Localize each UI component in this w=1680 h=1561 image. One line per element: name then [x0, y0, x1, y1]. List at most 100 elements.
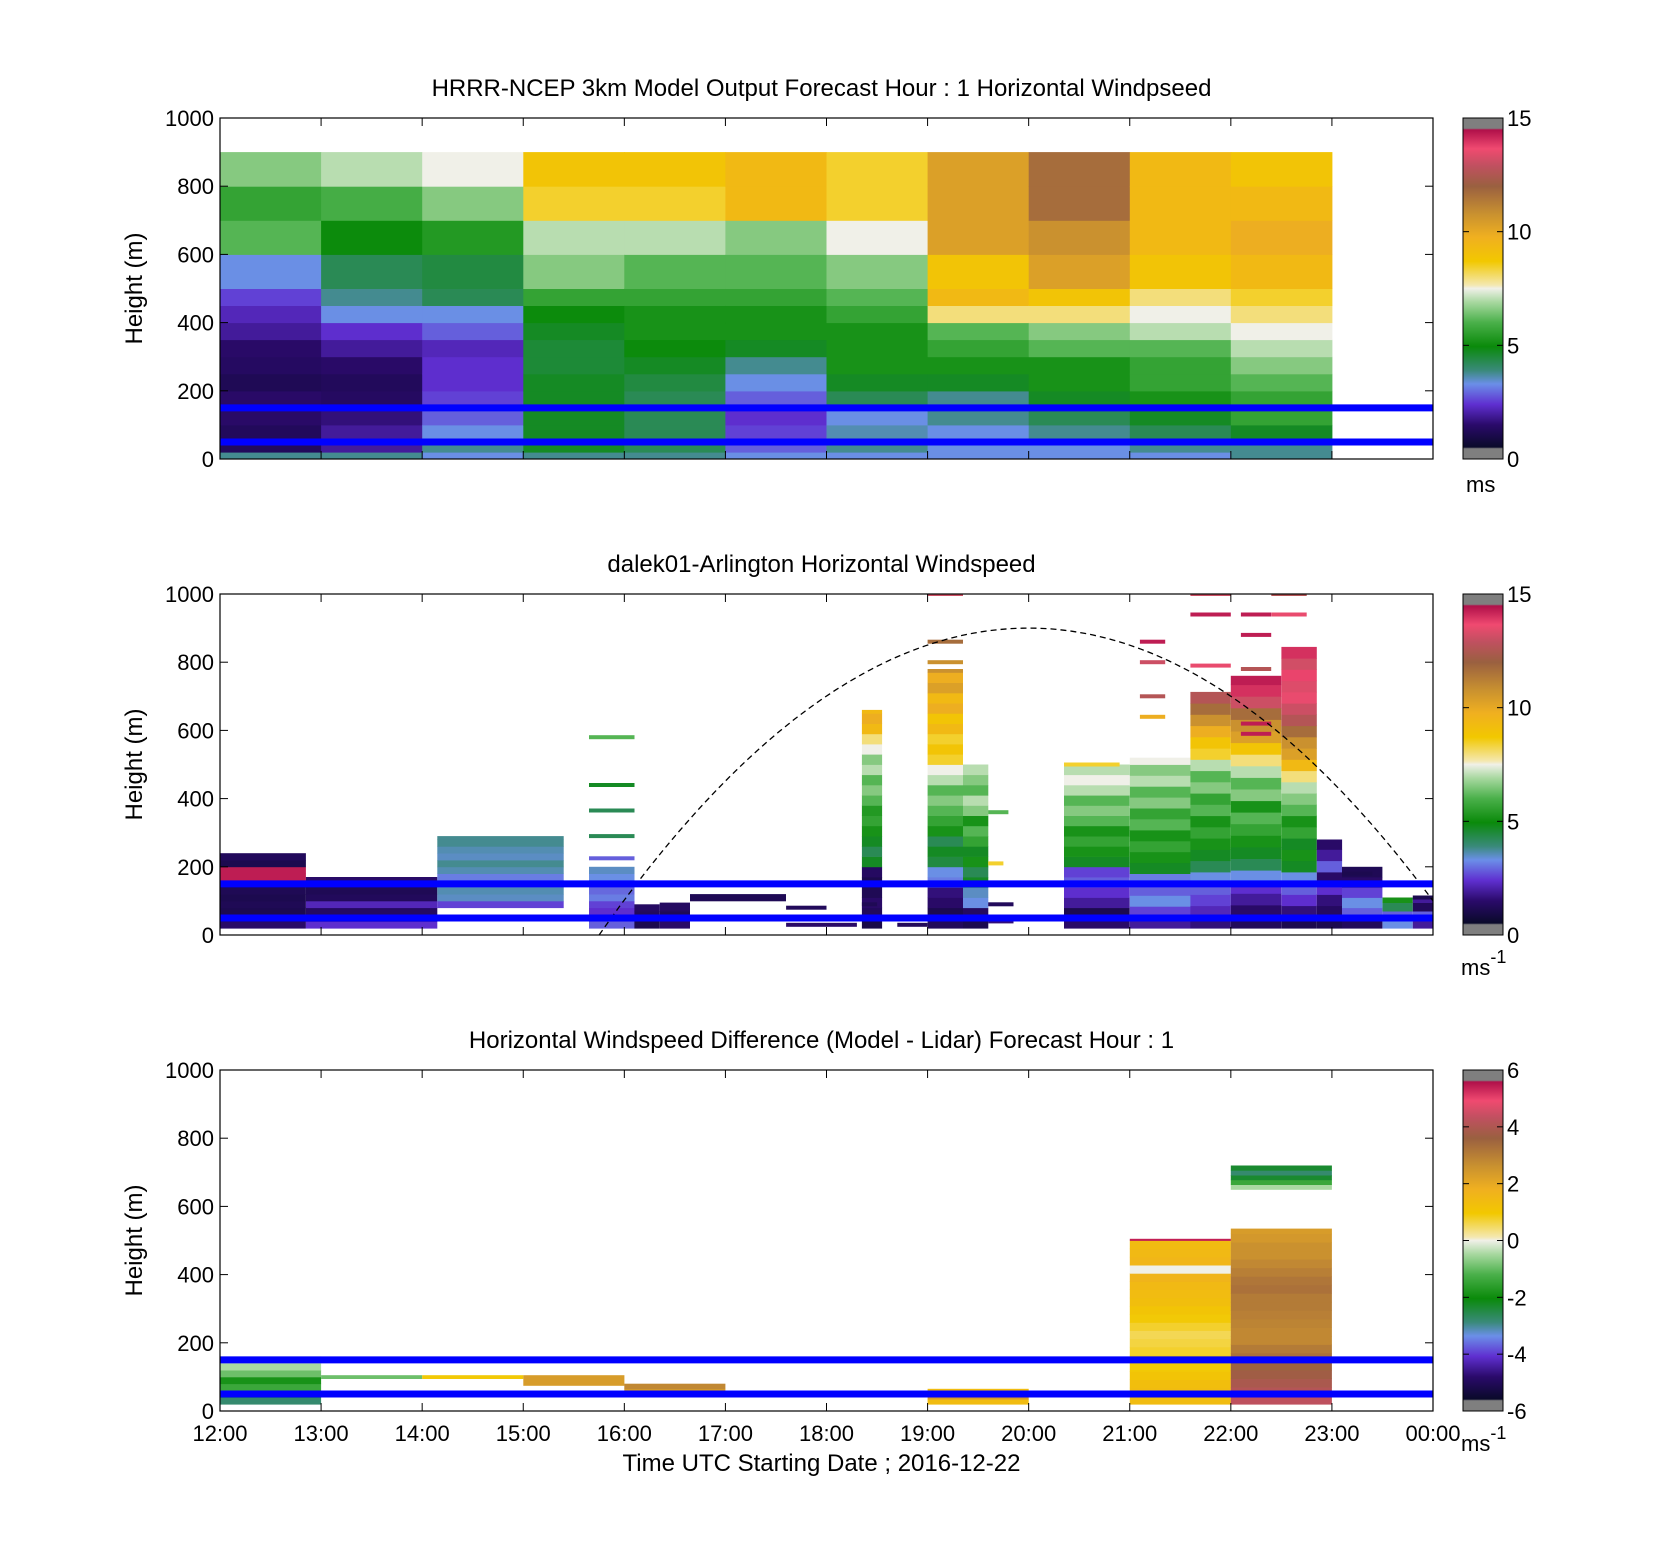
- cell: [1230, 1344, 1332, 1354]
- colorbar-scale: [1462, 1069, 1504, 1412]
- cell-line: [1139, 660, 1166, 665]
- cell: [826, 339, 929, 358]
- cell: [1281, 860, 1317, 873]
- cell: [305, 900, 438, 909]
- cell: [624, 220, 726, 255]
- colorbar-unit: ms-1: [1461, 1423, 1506, 1456]
- cell-line: [589, 783, 635, 787]
- cell: [725, 186, 827, 221]
- cell: [1028, 452, 1131, 459]
- cell: [963, 887, 989, 898]
- cell: [523, 322, 625, 341]
- cell: [1028, 186, 1131, 221]
- cell: [220, 152, 322, 187]
- colorbar-tick-label: 4: [1507, 1115, 1519, 1140]
- cell: [1129, 441, 1232, 453]
- cell: [927, 897, 963, 909]
- cell: [927, 669, 963, 673]
- cell: [1230, 424, 1333, 443]
- cell: [305, 907, 438, 915]
- y-tick-label: 800: [177, 1126, 214, 1151]
- cell: [1230, 870, 1282, 883]
- cell-line: [988, 861, 1004, 866]
- cell: [220, 441, 322, 453]
- y-axis-label: Height (m): [121, 232, 148, 344]
- panel-2: 1000 800 600 400 200 0 dalek01-Arlington Horiz…: [121, 551, 1531, 980]
- cell: [725, 441, 827, 453]
- cell: [220, 1383, 322, 1391]
- cell: [1342, 897, 1383, 909]
- cell: [422, 452, 524, 459]
- cell: [1230, 823, 1282, 836]
- cell: [1190, 770, 1231, 783]
- cell: [589, 887, 635, 895]
- cell: [1064, 866, 1130, 878]
- cell: [1382, 902, 1413, 912]
- cell: [927, 744, 963, 755]
- cell: [1064, 785, 1130, 796]
- cell: [1129, 775, 1191, 787]
- cell: [1281, 849, 1317, 862]
- cell: [1281, 894, 1317, 907]
- cell: [422, 186, 524, 221]
- cell: [1129, 917, 1191, 929]
- cell: [725, 424, 827, 443]
- cell-line: [927, 639, 963, 644]
- cell: [963, 785, 989, 796]
- cell: [826, 186, 929, 221]
- cell: [826, 305, 929, 324]
- cell: [422, 288, 524, 306]
- y-tick-label: 1000: [165, 1058, 214, 1083]
- cell: [861, 836, 883, 847]
- cell: [861, 774, 883, 786]
- cell: [927, 682, 963, 694]
- cell: [422, 373, 524, 392]
- cell: [1129, 1306, 1231, 1315]
- y-tick-label: 400: [177, 787, 214, 812]
- cell: [725, 373, 827, 392]
- cell: [220, 887, 306, 895]
- cell: [321, 254, 423, 289]
- y-tick-label: 600: [177, 242, 214, 267]
- cell: [1412, 919, 1433, 929]
- cell: [624, 373, 726, 392]
- cell: [1230, 835, 1282, 848]
- cell: [422, 322, 524, 341]
- cell: [437, 839, 564, 847]
- cell-line: [1240, 667, 1272, 671]
- cell: [927, 1399, 1029, 1405]
- cell: [927, 441, 1030, 453]
- cell: [422, 254, 524, 289]
- cell: [826, 373, 929, 392]
- cell-line: [1190, 594, 1231, 596]
- cell-line: [1342, 871, 1373, 876]
- cell-line: [1240, 612, 1272, 617]
- cell-line: [589, 856, 635, 861]
- cell: [305, 894, 438, 902]
- cell: [437, 853, 564, 861]
- cell: [927, 785, 963, 796]
- cell: [1230, 1301, 1332, 1311]
- cell: [826, 407, 929, 426]
- cell: [220, 339, 322, 358]
- cell: [1190, 860, 1231, 873]
- cell-line: [927, 594, 963, 596]
- cell: [422, 356, 524, 375]
- cell: [963, 866, 989, 878]
- cell: [1230, 390, 1333, 409]
- cell: [927, 856, 963, 868]
- cell: [321, 339, 423, 358]
- cell: [437, 866, 564, 874]
- cell: [422, 305, 524, 324]
- cell: [1342, 907, 1383, 919]
- cell: [659, 919, 690, 929]
- y-tick-label: 1000: [165, 582, 214, 607]
- cell: [1190, 748, 1231, 760]
- cell: [1190, 781, 1231, 794]
- cell: [523, 339, 625, 358]
- cell: [1129, 1281, 1231, 1290]
- cell: [927, 254, 1030, 289]
- cell: [1281, 736, 1317, 749]
- cell: [624, 424, 726, 443]
